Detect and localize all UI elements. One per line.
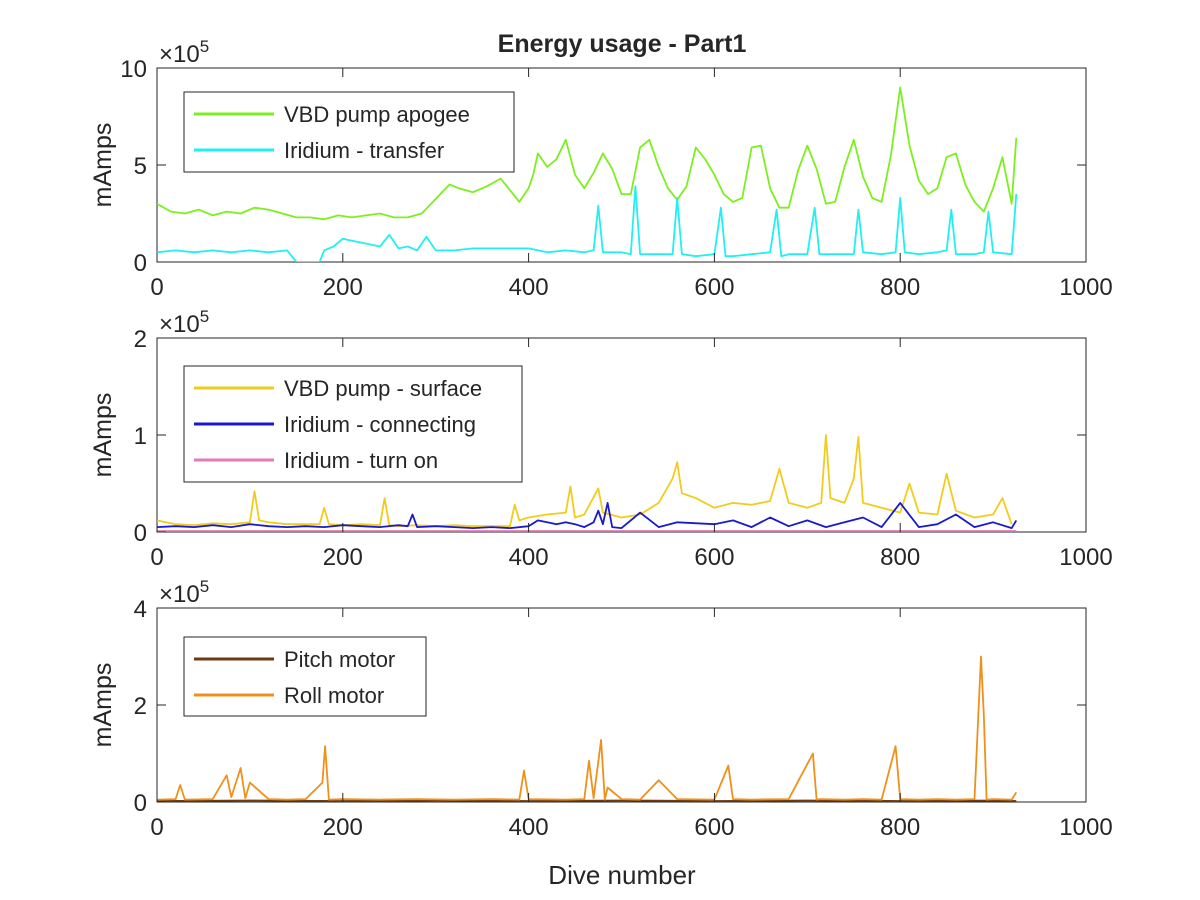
legend: Pitch motor Roll motor xyxy=(183,636,427,717)
y-tick-label: 2 xyxy=(134,693,147,720)
x-tick-label: 400 xyxy=(509,544,549,571)
legend-entry-label: Roll motor xyxy=(284,683,384,708)
y-tick-label: 0 xyxy=(134,790,147,817)
x-tick-label: 800 xyxy=(880,274,920,301)
y-tick-label: 0 xyxy=(134,520,147,547)
series-line-2 xyxy=(157,655,1018,801)
series-group xyxy=(157,86,1018,262)
y-axis-label: mAmps xyxy=(89,123,117,208)
x-tick-label: 200 xyxy=(323,814,363,841)
x-tick-label: 600 xyxy=(694,814,734,841)
y-tick-label: 0 xyxy=(134,250,147,277)
x-tick-label: 1000 xyxy=(1059,814,1112,841)
series-line-2 xyxy=(157,185,1018,262)
y-exponent-label: ×105 xyxy=(159,577,209,608)
legend: VBD pump - surface Iridium - connecting Ir… xyxy=(183,365,523,483)
subplot-2: 0 200 400 600 800 1000 0 1 2 ×105 mAmps VBD pump - … xyxy=(89,307,1113,571)
legend-entry-label: Pitch motor xyxy=(284,647,395,672)
x-tick-label: 800 xyxy=(880,544,920,571)
y-axis-label: mAmps xyxy=(89,393,117,478)
x-tick-label: 0 xyxy=(150,814,163,841)
x-axis-label: Dive number xyxy=(548,860,696,890)
series-line-1 xyxy=(157,86,1018,221)
legend-entry-label: VBD pump apogee xyxy=(284,102,470,127)
series-line-1 xyxy=(157,434,1013,528)
legend-entry-label: Iridium - connecting xyxy=(284,412,476,437)
x-tick-label: 0 xyxy=(150,274,163,301)
legend-box xyxy=(183,91,515,173)
x-tick-label: 400 xyxy=(509,814,549,841)
series-line-1 xyxy=(157,799,1017,802)
y-tick-label: 10 xyxy=(120,56,147,83)
legend-box xyxy=(183,636,427,717)
legend-entry-label: Iridium - turn on xyxy=(284,448,438,473)
x-tick-label: 600 xyxy=(694,544,734,571)
legend-entry-label: VBD pump - surface xyxy=(284,376,482,401)
y-tick-label: 5 xyxy=(134,153,147,180)
x-tick-label: 400 xyxy=(509,274,549,301)
x-tick-label: 1000 xyxy=(1059,544,1112,571)
y-tick-label: 4 xyxy=(134,596,147,623)
x-tick-label: 600 xyxy=(694,274,734,301)
y-axis-label: mAmps xyxy=(89,663,117,748)
x-tick-label: 800 xyxy=(880,814,920,841)
legend-entry-label: Iridium - transfer xyxy=(284,138,444,163)
y-tick-label: 1 xyxy=(134,423,147,450)
legend: VBD pump apogee Iridium - transfer xyxy=(183,91,515,173)
subplot-3: 0 200 400 600 800 1000 0 2 4 ×105 mAmps Pitch motor… xyxy=(89,577,1113,841)
x-tick-label: 0 xyxy=(150,544,163,571)
y-tick-label: 2 xyxy=(134,326,147,353)
x-tick-label: 200 xyxy=(323,274,363,301)
subplot-1: 0 200 400 600 800 1000 0 5 10 ×105 mAmps VBD pump a… xyxy=(89,37,1113,301)
y-exponent-label: ×105 xyxy=(159,307,209,338)
series-group xyxy=(157,655,1018,802)
figure-title: Energy usage - Part1 xyxy=(498,30,747,58)
series-line-2 xyxy=(157,501,1018,529)
x-tick-label: 200 xyxy=(323,544,363,571)
series-group xyxy=(157,434,1018,532)
x-tick-label: 1000 xyxy=(1059,274,1112,301)
y-exponent-label: ×105 xyxy=(159,37,209,68)
